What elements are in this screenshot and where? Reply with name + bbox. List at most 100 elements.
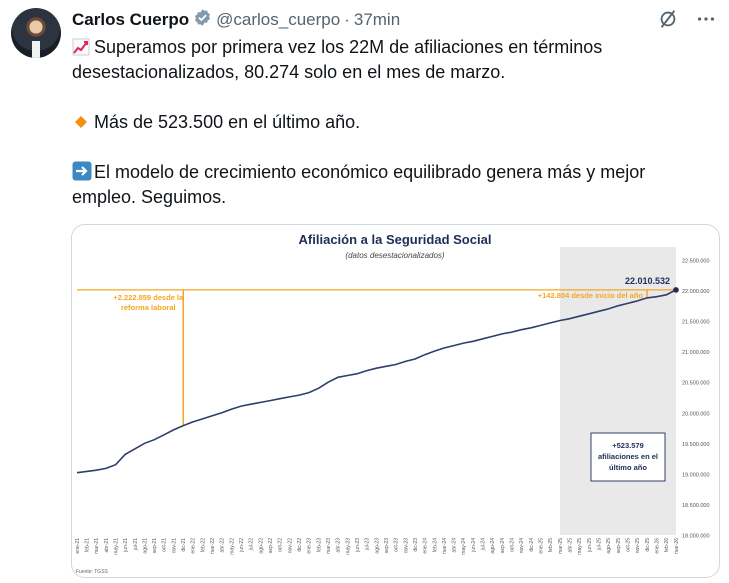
y-tick-label: 21.500.000 xyxy=(682,320,710,326)
shaded-last-year xyxy=(560,247,676,535)
x-tick-label: oct-24 xyxy=(510,538,516,552)
y-tick-label: 19.000.000 xyxy=(682,472,710,478)
x-tick-label: jul-24 xyxy=(481,538,487,551)
x-tick-label: jun-22 xyxy=(239,538,245,553)
x-tick-label: ene-26 xyxy=(654,538,660,554)
reform-annotation-2: reforma laboral xyxy=(121,303,176,312)
chart-increasing-icon xyxy=(72,38,90,56)
yearly-gain-line-1: +523.579 xyxy=(612,441,644,450)
separator-dot: · xyxy=(344,10,350,29)
x-tick-label: oct-22 xyxy=(278,538,284,552)
yearly-gain-box xyxy=(590,432,666,482)
y-tick-label: 19.500.000 xyxy=(682,442,710,448)
orange-diamond-icon xyxy=(72,113,90,131)
x-tick-label: may-23 xyxy=(345,538,351,555)
x-tick-label: ago-24 xyxy=(490,538,496,554)
yearly-gain-line-3: último año xyxy=(609,463,647,472)
x-tick-label: oct-23 xyxy=(394,538,400,552)
x-tick-label: sep-23 xyxy=(384,538,390,554)
x-tick-label: jun-21 xyxy=(123,538,129,553)
x-tick-label: abr-25 xyxy=(568,538,574,553)
x-tick-label: ene-25 xyxy=(539,538,545,554)
chart-image[interactable]: 18.000.000 18.500.000 19.000.000 19.500.000… xyxy=(71,224,720,578)
x-tick-label: nov-23 xyxy=(403,538,409,554)
tweet-text: Superamos por primera vez los 22M de afi… xyxy=(72,35,712,210)
x-tick-label: feb-24 xyxy=(432,538,438,552)
y-tick-label: 20.000.000 xyxy=(682,411,710,417)
x-tick-label: dic-25 xyxy=(645,538,651,552)
last-point xyxy=(673,287,679,293)
x-tick-label: ene-22 xyxy=(191,538,197,554)
y-tick-label: 21.000.000 xyxy=(682,350,710,356)
x-tick-label: dic-21 xyxy=(181,538,187,552)
x-tick-label: may-24 xyxy=(461,538,467,555)
tweet-actions xyxy=(657,8,717,35)
x-tick-label: nov-22 xyxy=(287,538,293,554)
grok-icon[interactable] xyxy=(657,8,679,35)
x-tick-label: jun-23 xyxy=(355,538,361,553)
tweet-line-1: Superamos por primera vez los 22M de afi… xyxy=(72,37,603,82)
x-tick-label: dic-24 xyxy=(529,538,535,552)
x-tick-label: feb-25 xyxy=(548,538,554,552)
author-name[interactable]: Carlos Cuerpo xyxy=(72,10,190,29)
author-handle[interactable]: @carlos_cuerpo xyxy=(216,10,341,29)
reform-annotation-1: +2.222.859 desde la xyxy=(113,293,184,302)
line-chart: 18.000.000 18.500.000 19.000.000 19.500.000… xyxy=(75,232,710,575)
x-tick-label: sep-24 xyxy=(500,538,506,554)
x-tick-label: feb-26 xyxy=(664,538,670,552)
x-tick-label: may-21 xyxy=(113,538,119,555)
y-tick-label: 18.000.000 xyxy=(682,534,710,540)
x-tick-label: feb-22 xyxy=(200,538,206,552)
x-tick-label: jul-23 xyxy=(365,538,371,551)
tweet-line-3: El modelo de crecimiento económico equil… xyxy=(72,162,646,207)
y-tick-label: 22.500.000 xyxy=(682,259,710,265)
x-tick-label: ene-21 xyxy=(75,538,81,554)
x-tick-label: mar-22 xyxy=(210,538,216,554)
x-tick-label: nov-25 xyxy=(635,538,641,554)
x-tick-label: mar-25 xyxy=(558,538,564,554)
x-tick-label: mar-24 xyxy=(442,538,448,554)
y-tick-label: 22.000.000 xyxy=(682,289,710,295)
x-tick-label: feb-21 xyxy=(84,538,90,552)
chart-subtitle: (datos desestacionalizados) xyxy=(345,251,445,260)
tweet-line-2: Más de 523.500 en el último año. xyxy=(94,112,361,132)
x-tick-label: nov-24 xyxy=(519,538,525,554)
x-tick-label: jul-21 xyxy=(133,538,139,551)
x-tick-label: ago-21 xyxy=(142,538,148,554)
x-tick-label: ene-23 xyxy=(307,538,313,554)
y-tick-label: 20.500.000 xyxy=(682,381,710,387)
x-tick-label: mar-21 xyxy=(94,538,100,554)
x-tick-label: mar-23 xyxy=(326,538,332,554)
x-tick-label: jun-25 xyxy=(587,538,593,553)
x-tick-label: jun-24 xyxy=(471,538,477,553)
x-tick-label: abr-24 xyxy=(452,538,458,553)
yearly-gain-line-2: afiliaciones en el xyxy=(598,452,658,461)
x-tick-label: sep-22 xyxy=(268,538,274,554)
x-tick-label: dic-22 xyxy=(297,538,303,552)
post-time[interactable]: 37min xyxy=(353,10,401,29)
avatar[interactable] xyxy=(11,8,61,58)
chart-title: Afiliación a la Seguridad Social xyxy=(299,232,492,247)
x-tick-label: oct-21 xyxy=(162,538,168,552)
x-tick-label: jul-25 xyxy=(597,538,603,551)
series-line xyxy=(76,289,677,474)
x-tick-label: abr-22 xyxy=(220,538,226,553)
since-start-annotation: +142.804 desde inicio del año xyxy=(538,291,644,300)
x-tick-label: nov-21 xyxy=(171,538,177,554)
x-tick-label: ene-24 xyxy=(423,538,429,554)
x-tick-label: abr-23 xyxy=(336,538,342,553)
x-tick-label: ago-22 xyxy=(258,538,264,554)
verified-badge-icon xyxy=(193,8,212,32)
right-arrow-icon xyxy=(72,161,92,181)
x-tick-label: sep-25 xyxy=(616,538,622,554)
chart-source: Fuente: TGSS xyxy=(76,569,109,575)
more-icon[interactable] xyxy=(695,8,717,35)
x-tick-label: abr-21 xyxy=(104,538,110,553)
y-tick-label: 18.500.000 xyxy=(682,503,710,509)
x-tick-label: ago-25 xyxy=(606,538,612,554)
x-tick-label: sep-21 xyxy=(152,538,158,554)
x-tick-label: dic-23 xyxy=(413,538,419,552)
x-tick-label: jul-22 xyxy=(249,538,255,551)
x-tick-label: oct-25 xyxy=(625,538,631,552)
x-tick-label: may-25 xyxy=(577,538,583,555)
